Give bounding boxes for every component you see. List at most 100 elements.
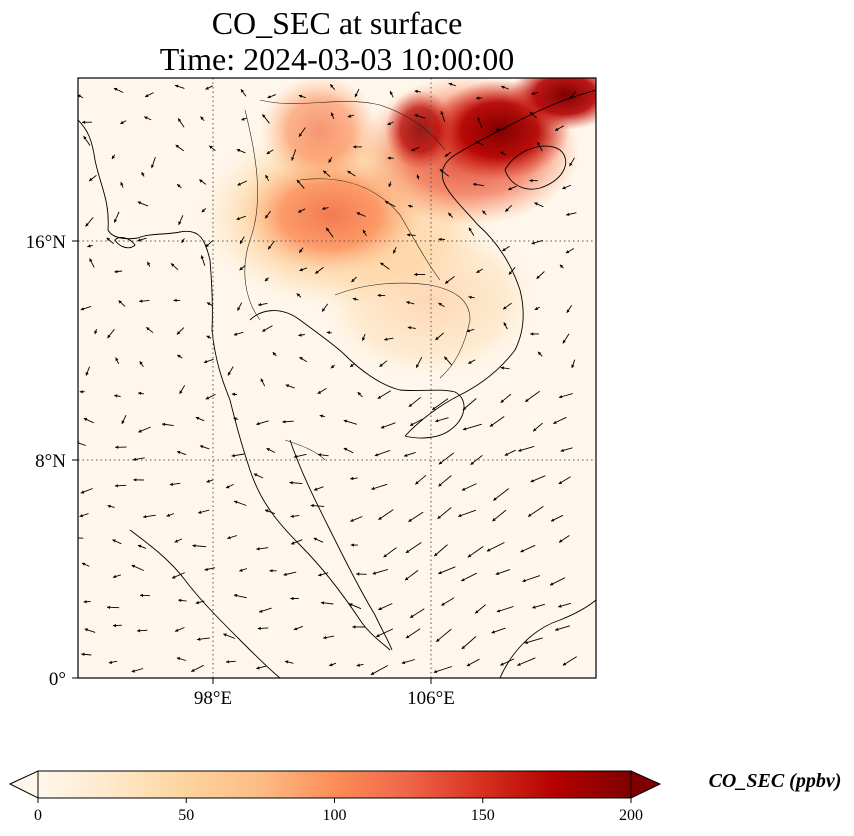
wind-arrow-head [108,660,113,664]
wind-arrow-head [445,280,449,284]
wind-arrow-head [329,663,333,667]
wind-arrow-head [404,453,408,457]
wind-arrow-head [461,645,466,649]
wind-arrow-head [112,574,117,578]
wind-arrow-head [351,278,355,283]
wind-arrow-head [566,309,570,313]
wind-arrow-head [401,660,406,665]
wind-arrow-head [322,206,326,210]
wind-arrow-head [83,136,87,140]
wind-arrow-head [265,509,269,513]
wind-arrow-head [387,156,391,160]
wind-arrow-head [266,448,270,452]
wind-arrow-head [195,600,200,605]
wind-arrow-head [415,481,419,485]
wind-arrow-head [569,162,573,167]
border-china [259,99,446,151]
wind-arrow-head [371,486,375,490]
wind-arrow-head [209,145,213,149]
wind-arrow-head [466,329,470,333]
wind-arrow-head [370,671,375,675]
colorbar-tick-label-100: 100 [323,807,347,824]
wind-arrow-head [467,554,472,558]
wind-arrow-head [177,354,181,358]
wind-arrow-head [120,182,124,186]
wind-arrow-head [314,487,318,491]
wind-arrow-head [461,487,466,491]
wind-arrow-head [439,169,444,173]
wind-arrow-head [350,363,354,367]
wind-arrow-head [435,419,439,423]
wind-arrow-head [326,227,330,232]
wind-arrow-head [520,549,524,553]
wind-arrow-head [293,627,298,631]
wind-arrow-head [176,657,181,661]
wind-arrow-head [502,247,506,251]
wind-arrow-head [111,155,115,159]
wind-arrow-head [330,84,334,88]
wind-arrow-head [374,453,379,457]
wind-arrow-head [501,85,505,89]
wind-arrow-head [558,481,563,484]
wind-arrow-head [432,406,436,410]
wind-arrow-head [500,399,504,403]
wind-arrow-head [178,221,182,225]
wind-arrow-head [376,633,380,637]
wind-arrow-shaft [435,628,452,643]
wind-arrow-head [534,306,539,310]
wind-arrow-head [83,418,88,422]
wind-arrow-head [89,177,93,181]
wind-arrow-head [489,423,494,427]
wind-arrow-head [562,186,566,190]
wind-arrow-head [383,554,387,558]
wind-arrow-head [200,116,204,120]
wind-arrow-head [241,117,245,121]
wind-arrow-head [296,179,301,184]
coastlines [78,89,596,678]
wind-arrow-head [343,419,348,423]
wind-arrow-shaft [527,506,544,517]
wind-arrow-head [537,141,541,146]
wind-arrow-head [406,635,410,639]
y-tick-label-16: 16°N [26,232,67,253]
wind-arrow-head [569,95,574,99]
wind-arrow-head [137,201,142,205]
wind-arrow-head [133,478,137,482]
wind-arrow-head [298,94,303,98]
wind-arrow-head [406,233,411,237]
wind-arrow-head [79,390,83,394]
y-tick-label-0: 0° [49,669,66,690]
wind-arrow-head [80,490,85,494]
wind-arrow-head [289,481,293,485]
wind-arrow-shaft [522,575,541,582]
wind-arrow-head [139,361,143,365]
wind-arrow-head [114,484,119,488]
wind-arrow-head [323,170,327,174]
wind-arrow-shaft [517,657,536,666]
wind-arrow-head [259,609,263,613]
wind-arrow-head [206,479,210,483]
wind-arrow-head [458,513,462,517]
wind-arrow-head [179,390,183,394]
wind-arrow-head [414,114,419,118]
wind-arrow-head [562,340,566,344]
wind-arrow-head [141,172,145,176]
wind-arrow-head [414,89,418,94]
wind-arrow-head [204,567,208,571]
wind-arrow-head [352,297,357,301]
wind-arrow-head [444,153,449,157]
wind-arrow-head [268,245,272,250]
title-line-1: CO_SEC at surface [211,5,463,41]
wind-arrow-head [356,572,360,576]
wind-arrow-head [319,414,324,418]
map-panel [78,78,596,678]
wind-arrow-head [470,461,474,465]
wind-arrow-head [448,82,453,86]
wind-arrow-head [87,244,91,248]
wind-arrow-head [233,332,238,336]
wind-arrow-head [440,111,444,115]
wind-arrow-head [262,328,266,332]
wind-arrow-head [107,605,111,609]
wind-arrow-head [137,238,141,242]
